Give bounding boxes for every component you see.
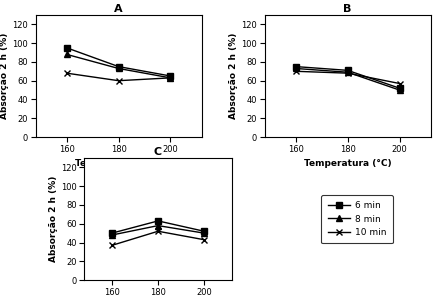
- Legend: 6 min, 8 min, 10 min: 6 min, 8 min, 10 min: [321, 195, 392, 243]
- Y-axis label: Absorção 2 h (%): Absorção 2 h (%): [0, 33, 9, 119]
- Y-axis label: Absorção 2 h (%): Absorção 2 h (%): [230, 33, 238, 119]
- Title: B: B: [344, 4, 352, 14]
- X-axis label: Temperatura (°C): Temperatura (°C): [75, 159, 163, 168]
- X-axis label: Temperatura (°C): Temperatura (°C): [304, 159, 392, 168]
- Title: C: C: [154, 147, 162, 157]
- Y-axis label: Absorção 2 h (%): Absorção 2 h (%): [49, 176, 58, 262]
- Title: A: A: [114, 4, 123, 14]
